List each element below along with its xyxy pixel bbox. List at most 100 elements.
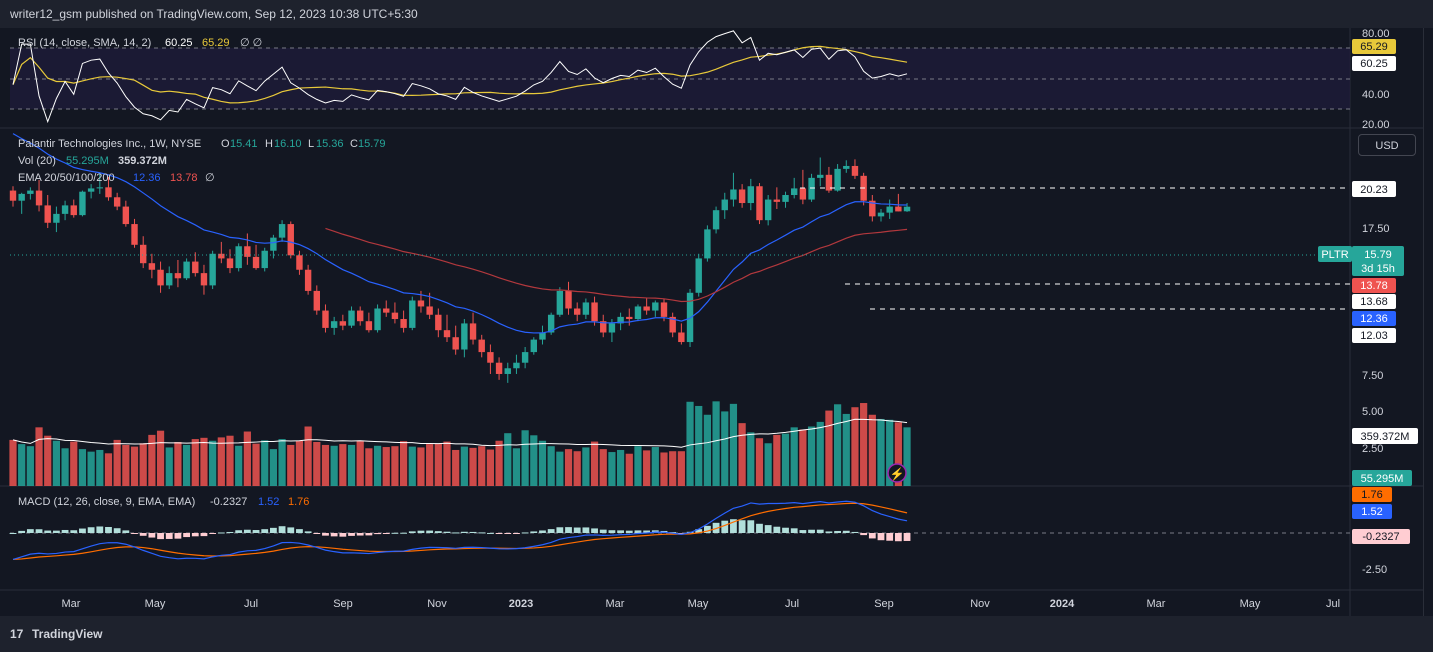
macd-hist-bar xyxy=(556,527,564,533)
time-label: May xyxy=(1240,598,1261,610)
chart-frame[interactable]: RSI (14, close, SMA, 14, 2) 60.25 65.29 … xyxy=(0,28,1424,616)
macd-hist-bar xyxy=(504,533,512,534)
macd-hist-bar xyxy=(756,523,763,533)
volume-bar xyxy=(44,435,52,486)
volume-bar xyxy=(764,443,772,486)
candle-body xyxy=(495,362,503,374)
candle-body xyxy=(296,255,303,270)
macd-hist-bar xyxy=(226,531,234,533)
macd-hist-bar xyxy=(894,533,902,542)
macd-hist-bar xyxy=(452,532,460,534)
lightning-icon[interactable] xyxy=(887,463,907,483)
rsi-lines xyxy=(12,30,908,124)
macd-hist-bar xyxy=(408,531,416,533)
candle-body xyxy=(426,306,433,315)
macd-hist-bar xyxy=(304,531,312,533)
currency-button[interactable]: USD xyxy=(1358,134,1416,156)
volume-bar xyxy=(183,444,191,486)
macd-hist-bar xyxy=(252,530,260,533)
volume-bar xyxy=(104,453,113,486)
volume-bar xyxy=(295,440,304,486)
volume-bar xyxy=(877,418,885,486)
volume-bar xyxy=(313,442,321,486)
candle-body xyxy=(131,224,138,245)
macd-hist-bar xyxy=(157,533,164,540)
candle-body xyxy=(313,290,320,311)
volume-bar xyxy=(851,407,859,486)
candle-body xyxy=(764,199,772,221)
macd-hist-bar xyxy=(183,533,190,538)
macd-hist-bar xyxy=(764,525,772,533)
candle-body xyxy=(44,205,51,223)
macd-hist-bar xyxy=(834,530,841,533)
macd-hist-bar xyxy=(547,529,555,533)
macd-hist-bar xyxy=(625,530,633,533)
macd-line xyxy=(12,500,908,561)
macd-hist-bar xyxy=(530,531,538,533)
time-label: Jul xyxy=(1326,598,1340,610)
macd-hist-bar xyxy=(825,531,833,533)
o-value: 15.41 xyxy=(230,138,258,150)
macd-hist-bar xyxy=(278,526,286,533)
volume-bar xyxy=(825,410,833,486)
vol-badge xyxy=(1352,470,1412,486)
footer-bar: 17 TradingView xyxy=(0,616,1433,652)
macd-hist-bar xyxy=(582,527,590,533)
volume-bar xyxy=(625,453,633,486)
h-label: H xyxy=(265,138,273,150)
volume-bar xyxy=(478,446,486,486)
volume-bar xyxy=(582,447,590,486)
price-badge xyxy=(1352,246,1404,276)
vol-avg-badge-text: 359.372M xyxy=(1361,431,1410,443)
macd-hist-bar xyxy=(799,530,807,533)
volume-bar xyxy=(469,447,477,486)
volume-bar xyxy=(391,446,399,486)
volume-bar xyxy=(96,449,104,486)
time-label: Jul xyxy=(244,598,258,610)
macd-hist-bar xyxy=(643,530,651,533)
candle-body xyxy=(521,352,529,363)
volume-bar xyxy=(26,446,34,486)
macd-lines xyxy=(12,500,908,561)
time-label: Nov xyxy=(427,598,447,610)
o-label: O xyxy=(221,138,230,150)
tradingview-brand[interactable]: TradingView xyxy=(32,627,103,641)
volume-bar xyxy=(686,401,694,486)
volume-bar xyxy=(52,440,60,486)
volume-bar xyxy=(408,446,416,486)
time-label: Mar xyxy=(1147,598,1166,610)
macd-hist-bar xyxy=(790,528,798,533)
tradingview-logo-icon[interactable]: 17 xyxy=(10,627,24,641)
macd-hist-bar xyxy=(339,533,347,537)
macd-hist-bar xyxy=(209,533,217,534)
macd-hist-bar xyxy=(235,530,243,533)
macd-hist-bar xyxy=(591,528,598,533)
vol-label: Vol (20) xyxy=(18,155,56,167)
volume-bar xyxy=(495,440,503,486)
volume-bar xyxy=(834,404,842,486)
volume-bar xyxy=(330,445,338,486)
candle-body xyxy=(634,306,642,320)
time-axis[interactable]: Mar May Jul Sep Nov 2023 Mar May Jul Sep Nov 2024 Ma… xyxy=(62,598,1341,610)
macd-hist-bar xyxy=(469,531,477,533)
volume-bar xyxy=(156,430,165,486)
candle-body xyxy=(287,224,294,256)
time-label: May xyxy=(688,598,709,610)
candle-body xyxy=(166,273,173,286)
vol-avg-value: 359.372M xyxy=(118,155,167,167)
candle-body xyxy=(695,258,702,293)
rsi-band xyxy=(10,48,1350,109)
macd-signal-value: 1.76 xyxy=(288,496,309,508)
candle-body xyxy=(643,306,650,311)
macd-hist-bar xyxy=(851,531,859,533)
volume-bar xyxy=(217,437,225,486)
candle-body xyxy=(357,310,364,322)
ema200-line xyxy=(325,227,908,303)
volume-bar xyxy=(530,435,538,486)
candle-body xyxy=(556,290,564,315)
volume-ma-line xyxy=(12,418,908,448)
volume-bar xyxy=(755,438,764,486)
chart-canvas[interactable]: RSI (14, close, SMA, 14, 2) 60.25 65.29 … xyxy=(0,28,1423,616)
volume-bar xyxy=(261,440,269,486)
time-label: May xyxy=(145,598,166,610)
